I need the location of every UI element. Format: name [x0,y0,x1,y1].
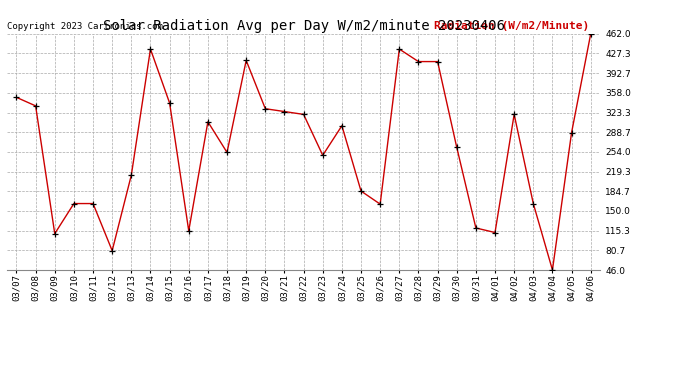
Point [49,231,60,237]
Point [585,31,596,37]
Point [355,188,366,194]
Point [336,123,347,129]
Point [509,111,520,117]
Text: Radiation (W/m2/Minute): Radiation (W/m2/Minute) [434,21,589,32]
Point [202,119,213,125]
Point [432,58,443,64]
Point [184,228,195,234]
Point [107,248,118,254]
Point [547,267,558,273]
Point [145,46,156,52]
Point [126,172,137,178]
Point [489,230,500,236]
Point [164,100,175,106]
Text: Copyright 2023 Cartronics.com: Copyright 2023 Cartronics.com [7,22,163,32]
Point [528,201,539,207]
Title: Solar Radiation Avg per Day W/m2/minute 20230406: Solar Radiation Avg per Day W/m2/minute … [103,19,504,33]
Point [298,111,309,117]
Point [279,108,290,114]
Point [317,152,328,158]
Point [30,103,41,109]
Point [11,94,22,100]
Point [221,150,233,156]
Point [375,201,386,207]
Point [68,201,79,207]
Point [394,46,405,52]
Point [413,58,424,64]
Point [451,144,462,150]
Point [241,57,252,63]
Point [471,225,482,231]
Point [260,106,271,112]
Point [566,130,577,136]
Point [88,201,99,207]
